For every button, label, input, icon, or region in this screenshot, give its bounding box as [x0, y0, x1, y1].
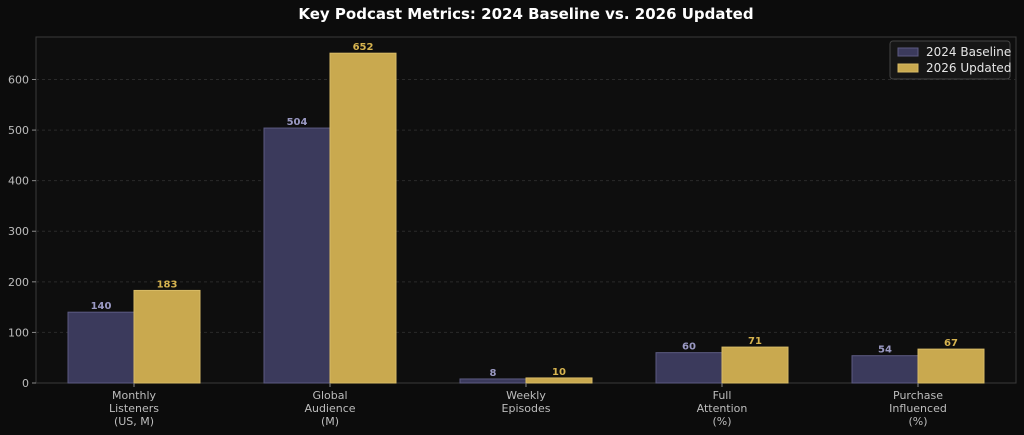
x-tick-label-line: (%) [908, 415, 927, 428]
data-label: 652 [353, 42, 374, 53]
data-label: 71 [748, 336, 762, 347]
x-tick-label-line: (%) [712, 415, 731, 428]
x-tick-label: Weekly Episodes [502, 389, 551, 415]
x-tick-label-line: Purchase [893, 389, 943, 402]
bar-0-0 [67, 311, 135, 384]
bar-0-3 [655, 352, 723, 384]
legend-label-0: 2024 Baseline [926, 45, 1011, 59]
y-tick-label: 400 [8, 175, 29, 188]
bar-1-2 [525, 377, 593, 384]
x-tick-label-line: Episodes [502, 402, 551, 415]
bar-1-0 [133, 289, 201, 384]
data-label: 183 [157, 279, 178, 290]
bars: 140 183 504 652 8 10 60 71 54 67 [67, 42, 985, 384]
x-tick-label: Global Audience (M) [304, 389, 355, 428]
x-tick-label-line: (M) [321, 415, 339, 428]
x-tick-label-line: Full [713, 389, 732, 402]
bar-0-4 [851, 355, 919, 384]
data-label: 140 [91, 301, 112, 312]
data-label: 504 [287, 117, 308, 128]
bar-1-4 [917, 348, 985, 384]
x-tick-label-line: Weekly [506, 389, 546, 402]
y-tick-label: 600 [8, 73, 29, 86]
x-tick-label: Monthly Listeners (US, M) [109, 389, 159, 428]
data-label: 8 [490, 368, 497, 379]
legend: 2024 Baseline 2026 Updated [889, 40, 1011, 80]
x-tick-label-line: Attention [697, 402, 748, 415]
bar-1-3 [721, 346, 789, 384]
bar-0-1 [263, 127, 331, 384]
y-tick-label: 500 [8, 124, 29, 137]
bar-1-1 [329, 52, 397, 384]
y-axis: 0 100 200 300 400 500 600 [8, 73, 36, 390]
chart-title: Key Podcast Metrics: 2024 Baseline vs. 2… [298, 5, 753, 23]
x-tick-label-line: Influenced [889, 402, 947, 415]
x-tick-label-line: Monthly [112, 389, 157, 402]
y-tick-label: 300 [8, 225, 29, 238]
data-label: 60 [682, 342, 696, 353]
x-tick-label-line: (US, M) [114, 415, 154, 428]
y-tick-label: 200 [8, 276, 29, 289]
x-tick-label-line: Listeners [109, 402, 159, 415]
x-tick-label: Purchase Influenced (%) [889, 389, 947, 428]
legend-label-1: 2026 Updated [926, 61, 1011, 75]
x-tick-label-line: Global [312, 389, 347, 402]
x-tick-label: Full Attention (%) [697, 389, 748, 428]
legend-swatch-0 [897, 47, 919, 57]
data-label: 67 [944, 338, 958, 349]
data-label: 10 [552, 367, 566, 378]
legend-swatch-1 [897, 63, 919, 73]
x-tick-label-line: Audience [304, 402, 355, 415]
data-label: 54 [878, 345, 892, 356]
bar-0-2 [459, 378, 527, 384]
x-axis: Monthly Listeners (US, M) Global Audience (M)… [109, 383, 947, 428]
y-tick-label: 100 [8, 326, 29, 339]
y-tick-label: 0 [22, 377, 29, 390]
legend-box [889, 40, 1011, 80]
